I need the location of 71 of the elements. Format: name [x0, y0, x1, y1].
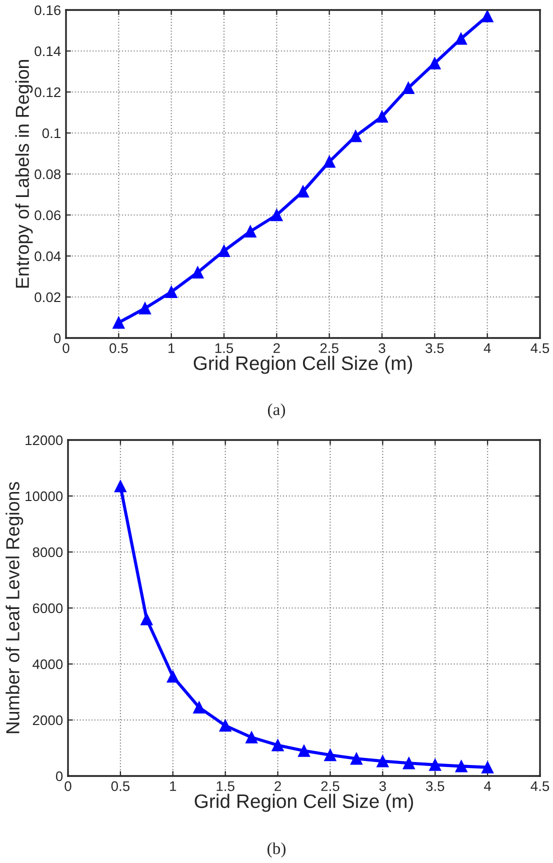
x-tick-label: 2: [274, 343, 280, 353]
x-tick-label: 4: [484, 781, 492, 791]
y-tick-label: 0.12: [34, 87, 60, 98]
x-tick-label: 0: [64, 781, 72, 792]
point: [138, 302, 152, 314]
point: [219, 720, 232, 732]
text: (b): [268, 842, 286, 858]
point: [376, 755, 389, 768]
x-tick-label: 0.5: [110, 343, 128, 354]
x-tick-label: 1: [168, 343, 175, 353]
point: [376, 110, 388, 123]
point: [428, 57, 441, 70]
point: [112, 316, 125, 329]
y-tick-label: 4000: [32, 659, 63, 670]
point: [165, 286, 178, 298]
point: [193, 701, 206, 714]
y-tick-label: 0.08: [34, 169, 61, 180]
point: [324, 748, 336, 762]
point: [140, 613, 153, 626]
y-tick-label: 8000: [32, 547, 63, 558]
point: [402, 82, 414, 94]
y-tick-label: 0: [56, 771, 63, 782]
x-tick-label: 4: [484, 343, 491, 353]
point: [323, 156, 336, 168]
point: [272, 739, 284, 752]
x-tick-label: 4.5: [530, 781, 550, 792]
x-tick-label: 3: [378, 343, 386, 354]
y-axis-title: Number of Leaf Level Regions: [6, 482, 24, 734]
y-tick-label: 0.14: [34, 46, 61, 56]
y-tick-label: 10000: [26, 491, 63, 502]
point: [166, 670, 179, 683]
y-tick-label: 6000: [32, 603, 63, 614]
x-tick-label: 1: [170, 781, 176, 791]
y-tick-label: 12000: [26, 435, 63, 446]
point: [218, 244, 230, 257]
y-tick-label: 0.1: [42, 128, 60, 138]
point: [244, 225, 256, 238]
point: [454, 32, 468, 45]
y-tick-label: 0.16: [34, 5, 61, 16]
x-tick-label: 2.5: [321, 781, 340, 792]
y-tick-label: 0.06: [34, 210, 61, 220]
point: [245, 731, 258, 744]
point: [114, 480, 127, 492]
x-tick-label: 4.5: [530, 343, 550, 354]
y-axis-title: Entropy of Labels in Region: [15, 60, 33, 288]
x-tick-label: 2.5: [320, 343, 338, 354]
y-tick-label: 0.04: [34, 251, 61, 262]
y-tick-label: 2000: [32, 715, 63, 726]
point: [481, 10, 494, 22]
x-tick-label: 1.5: [215, 343, 234, 354]
point: [481, 761, 494, 774]
point: [350, 752, 363, 765]
point: [350, 130, 362, 142]
y-tick-label: 0.02: [34, 292, 60, 302]
x-tick-label: 1.5: [216, 781, 234, 792]
y-tick-label: 0: [54, 333, 61, 344]
point: [402, 757, 415, 770]
x-tick-label: 2: [274, 781, 281, 791]
point: [455, 760, 468, 772]
x-tick-label: 0: [62, 343, 70, 354]
x-tick-label: 0.5: [111, 781, 130, 792]
point: [270, 208, 283, 222]
x-axis-title: Grid Region Cell Size (m): [194, 356, 412, 374]
x-axis-title: Grid Region Cell Size (m): [194, 794, 414, 812]
point: [298, 744, 310, 757]
point: [192, 266, 204, 278]
x-tick-label: 3.5: [426, 343, 444, 354]
text: (a): [268, 403, 286, 419]
x-tick-label: 3: [379, 781, 386, 792]
point: [429, 758, 442, 771]
x-tick-label: 3.5: [426, 781, 444, 792]
